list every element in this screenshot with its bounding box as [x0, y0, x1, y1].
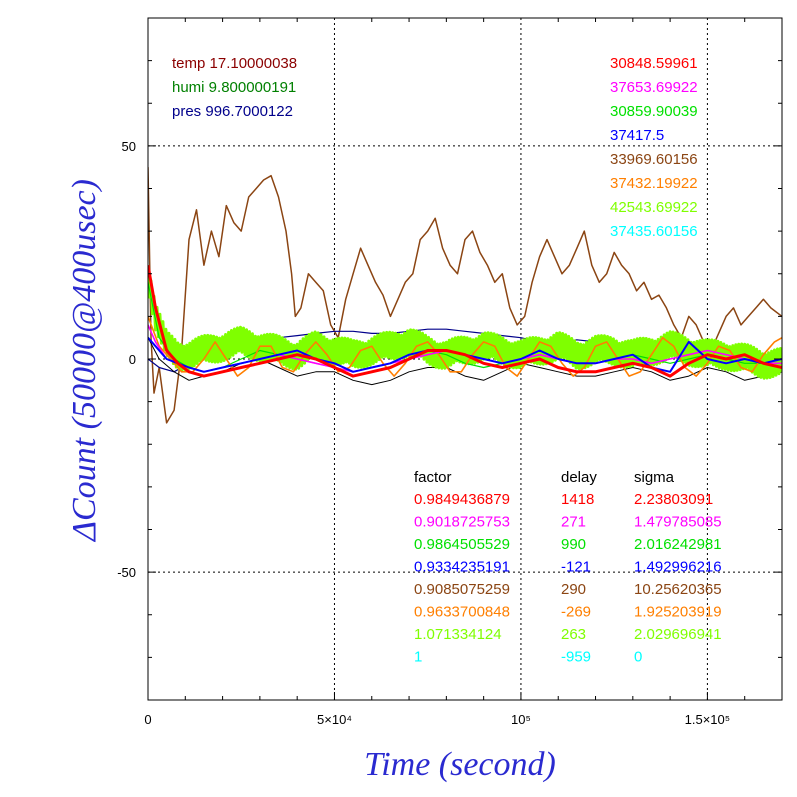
fit-delay-cell: -121 [561, 559, 591, 576]
fit-sigma-cell: 2.029696941 [634, 626, 722, 643]
fit-factor-cell: 0.9334235191 [414, 559, 510, 576]
fit-delay-cell: -269 [561, 604, 591, 621]
series-layer [148, 167, 782, 424]
fit-factor-cell: 0.9849436879 [414, 491, 510, 508]
fit-factor-cell: 1 [414, 649, 422, 666]
x-tick-label: 10⁵ [511, 712, 531, 727]
series-line-8 [148, 264, 782, 378]
fit-delay-cell: 263 [561, 626, 586, 643]
x-tick-label: 5×10⁴ [317, 712, 352, 727]
fit-sigma-cell: 2.23803091 [634, 491, 713, 508]
fit-factor-cell: 0.9085075259 [414, 581, 510, 598]
series-id-entry: 37417.5 [610, 127, 664, 144]
env-legend: temp 17.10000038 humi 9.800000191 pres 996… [172, 55, 297, 120]
env-legend-entry: temp 17.10000038 [172, 55, 297, 72]
series-id-entry: 30848.59961 [610, 55, 698, 72]
y-tick-label: 0 [129, 352, 136, 367]
series-id-entry: 42543.69922 [610, 199, 698, 216]
fit-sigma-cell: 0 [634, 649, 642, 666]
series-id-entry: 37435.60156 [610, 223, 698, 240]
fit-table-header: delay [561, 469, 597, 486]
fit-sigma-cell: 2.016242981 [634, 536, 722, 553]
axis-ticks: 0 5×10⁴ 10⁵ 1.5×10⁵ -50 0 50 [117, 18, 782, 727]
x-tick-label: 0 [144, 712, 151, 727]
y-tick-label: 50 [122, 139, 136, 154]
fit-factor-cell: 0.9018725753 [414, 514, 510, 531]
series-id-entry: 37432.19922 [610, 175, 698, 192]
env-legend-entry: pres 996.7000122 [172, 103, 293, 120]
fit-table-header: sigma [634, 469, 675, 486]
fit-delay-cell: -959 [561, 649, 591, 666]
y-axis-title: ΔCount (50000@400usec) [66, 179, 103, 543]
fit-delay-cell: 271 [561, 514, 586, 531]
fit-sigma-cell: 1.925203919 [634, 604, 722, 621]
fit-factor-cell: 0.9633700848 [414, 604, 510, 621]
series-line-0 [148, 167, 782, 424]
fit-sigma-cell: 1.492996216 [634, 559, 722, 576]
series-id-legend: 30848.59961 37653.69922 30859.90039 37417.5… [610, 55, 698, 240]
fit-sigma-cell: 10.25620365 [634, 581, 722, 598]
series-id-entry: 33969.60156 [610, 151, 698, 168]
env-legend-entry: humi 9.800000191 [172, 79, 296, 96]
fit-delay-cell: 1418 [561, 491, 594, 508]
fit-delay-cell: 290 [561, 581, 586, 598]
fit-table: factor delay sigma 0.9849436879 1418 2.238030… [414, 469, 722, 666]
series-line-3 [148, 265, 782, 380]
y-tick-label: -50 [117, 565, 136, 580]
fit-factor-cell: 1.071334124 [414, 626, 502, 643]
fit-sigma-cell: 1.479785085 [634, 514, 722, 531]
x-tick-label: 1.5×10⁵ [685, 712, 731, 727]
fit-delay-cell: 990 [561, 536, 586, 553]
fit-table-header: factor [414, 469, 452, 486]
x-axis-title: Time (second) [364, 746, 556, 783]
fit-factor-cell: 0.9864505529 [414, 536, 510, 553]
series-id-entry: 37653.69922 [610, 79, 698, 96]
series-line-4 [148, 282, 782, 373]
series-id-entry: 30859.90039 [610, 103, 698, 120]
